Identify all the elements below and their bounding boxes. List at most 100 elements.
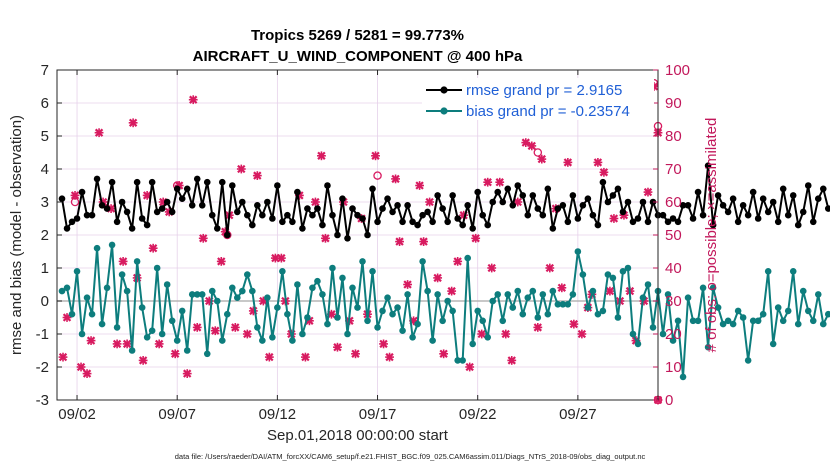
bias-point — [429, 337, 436, 344]
bias-point — [69, 311, 76, 318]
obs-assimilated-marker — [243, 330, 252, 339]
obs-assimilated-marker — [425, 198, 434, 207]
rmse-point — [234, 209, 241, 216]
bias-point — [419, 258, 426, 265]
bias-point — [775, 304, 782, 311]
bias-point — [399, 327, 406, 334]
bias-point — [514, 288, 521, 295]
bias-point — [329, 265, 336, 272]
rmse-point — [114, 219, 121, 226]
rmse-point — [765, 209, 772, 216]
bias-point — [239, 288, 246, 295]
y-tick-label: 0 — [41, 293, 49, 310]
rmse-point — [785, 212, 792, 219]
rmse-point — [595, 222, 602, 229]
bias-point — [124, 288, 131, 295]
rmse-point — [424, 209, 431, 216]
bias-point — [630, 331, 637, 338]
bias-point — [154, 265, 161, 272]
rmse-point — [439, 205, 446, 212]
bias-point — [294, 281, 301, 288]
obs-assimilated-marker — [385, 353, 394, 362]
bias-point — [199, 291, 206, 298]
obs-assimilated-marker — [453, 257, 462, 266]
bias-point — [164, 281, 171, 288]
rmse-point — [610, 192, 617, 199]
rmse-point — [514, 182, 521, 189]
rmse-point — [820, 186, 827, 193]
bias-point — [570, 291, 577, 298]
rmse-point — [364, 232, 371, 239]
rmse-point — [94, 176, 101, 183]
rmse-point — [825, 205, 830, 212]
obs-assimilated-marker — [321, 234, 330, 243]
rmse-point — [294, 189, 301, 196]
y-right-tick-label: 100 — [665, 62, 690, 79]
bias-point — [449, 308, 456, 315]
rmse-point — [454, 215, 461, 222]
bias-point — [284, 311, 291, 318]
bias-point — [509, 304, 516, 311]
rmse-point — [349, 205, 356, 212]
rmse-point — [690, 215, 697, 222]
rmse-point — [334, 232, 341, 239]
bias-point — [414, 321, 421, 328]
rmse-point — [139, 215, 146, 222]
rmse-point — [259, 212, 266, 219]
rmse-point — [324, 182, 331, 189]
bias-point — [820, 321, 827, 328]
x-axis-label: Sep.01,2018 00:00:00 start — [267, 427, 449, 444]
rmse-point — [464, 202, 471, 209]
obs-assimilated-marker — [95, 128, 104, 137]
rmse-point — [810, 219, 817, 226]
y-right-tick-label: 70 — [665, 161, 682, 178]
obs-assimilated-marker — [87, 336, 96, 345]
obs-possible-marker — [534, 149, 541, 156]
obs-assimilated-marker — [113, 340, 122, 349]
rmse-point — [64, 225, 71, 232]
bias-point — [640, 294, 647, 301]
bias-point — [645, 281, 652, 288]
y-tick-label: 2 — [41, 227, 49, 244]
rmse-point — [795, 222, 802, 229]
bias-point — [84, 294, 91, 301]
bias-point — [349, 285, 356, 292]
bias-point — [770, 341, 777, 348]
rmse-point — [780, 186, 787, 193]
bias-point — [319, 291, 326, 298]
rmse-point — [379, 205, 386, 212]
rmse-point — [104, 205, 111, 212]
rmse-point — [399, 219, 406, 226]
rmse-point — [329, 212, 336, 219]
obs-assimilated-marker — [311, 198, 320, 207]
x-tick-label: 09/22 — [459, 406, 497, 423]
legend-rmse-marker — [440, 86, 447, 93]
bias-point — [474, 308, 481, 315]
y-right-tick-label: 50 — [665, 227, 682, 244]
obs-assimilated-marker — [439, 349, 448, 358]
bias-point — [504, 291, 511, 298]
bias-point — [535, 314, 542, 321]
bias-point — [269, 334, 276, 341]
y-tick-label: 7 — [41, 62, 49, 79]
rmse-point — [575, 215, 582, 222]
rmse-point — [805, 182, 812, 189]
bias-point — [104, 285, 111, 292]
legend-bias-marker — [440, 107, 447, 114]
rmse-point — [499, 199, 506, 206]
bias-point — [785, 308, 792, 315]
rmse-point — [720, 202, 727, 209]
rmse-point — [284, 212, 291, 219]
rmse-point — [535, 205, 542, 212]
bias-point — [144, 334, 151, 341]
bias-point — [519, 311, 526, 318]
bias-point — [394, 304, 401, 311]
y-tick-label: -1 — [36, 326, 49, 343]
rmse-point — [374, 219, 381, 226]
obs-assimilated-marker — [333, 343, 342, 352]
bias-point — [790, 268, 797, 275]
bias-point — [264, 294, 271, 301]
bias-point — [304, 314, 311, 321]
rmse-point — [675, 219, 682, 226]
rmse-point — [159, 205, 166, 212]
